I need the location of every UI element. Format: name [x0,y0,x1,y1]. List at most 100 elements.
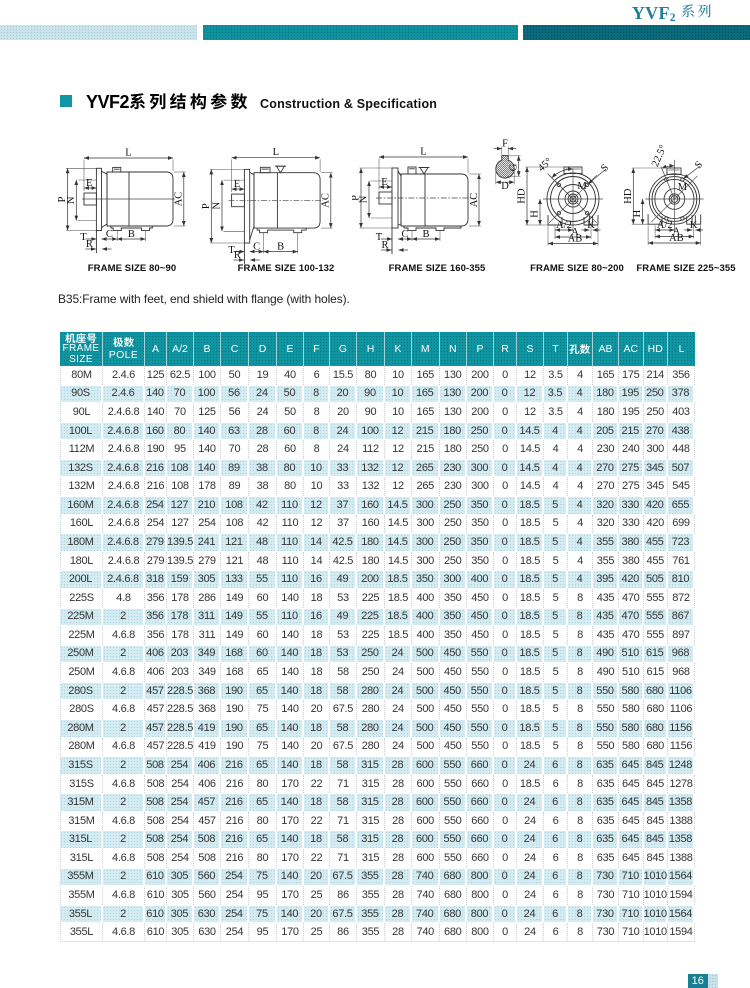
cell-value: 250 [439,496,467,515]
cell-value: 1358 [668,830,695,850]
cell-value: 1388 [668,849,695,868]
cell-value: 580 [619,700,644,719]
cell-value: 132 [357,477,385,497]
cell-value: 28 [249,440,277,459]
cell-value: 250 [357,644,385,664]
cell-value: 8 [568,681,593,701]
cell-value: 228.5 [167,718,194,738]
cell-value: 600 [412,756,440,775]
cell-frame-size: 315S [60,756,103,775]
cell-value: 12 [517,403,544,422]
cell-value: 867 [668,607,695,627]
cell-value: 305 [167,867,194,887]
cell-frame-size: 355M [60,867,103,887]
cell-value: 80 [277,458,304,478]
cell-value: 400 [467,570,494,589]
cell-value: 455 [643,551,668,571]
cell-value: 240 [619,440,644,459]
cell-value: 18 [304,756,330,775]
col-header-L: L [668,332,695,366]
cell-value: 15.5 [330,366,357,385]
cell-value: 62.5 [167,366,194,385]
cell-pole: 2 [103,793,145,812]
cell-value: 200 [467,366,494,385]
cell-value: 680 [643,737,668,757]
cell-value: 3.5 [544,403,568,422]
cell-value: 24 [385,663,412,682]
cell-value: 0 [494,830,517,850]
cell-value: 368 [194,681,221,701]
cell-value: 355 [357,923,385,942]
cell-value: 550 [593,718,619,738]
table-row: 355M 4.6.8 610 305 560 254 95 170 25 86 355 28 740 68… [60,886,695,905]
cell-value: 1594 [668,886,695,905]
cell-value: 24 [385,700,412,719]
cell-value: 20 [304,700,330,719]
cell-value: 37 [330,496,357,515]
cell-value: 140 [145,403,167,422]
table-row: 315S 4.6.8 508 254 406 216 80 170 22 71 315 28 600 55… [60,774,695,794]
cell-value: 730 [593,867,619,887]
cell-value: 42 [249,514,277,534]
cell-value: 800 [467,904,494,924]
table-row: 315L 4.6.8 508 254 508 216 80 170 22 71 315 28 600 55… [60,849,695,868]
dim-label-A: A [673,227,681,238]
cell-value: 545 [668,477,695,497]
cell-value: 254 [167,849,194,868]
cell-frame-size: 112M [60,440,103,459]
cell-value: 56 [221,403,249,422]
cell-value: 215 [412,421,440,441]
cell-pole: 4.6.8 [103,849,145,868]
cell-value: 305 [167,923,194,942]
cell-value: 190 [221,700,249,719]
cell-value: 140 [277,904,304,924]
cell-value: 160 [357,514,385,534]
cell-value: 320 [593,496,619,515]
cell-value: 457 [145,700,167,719]
cell-value: 655 [668,496,695,515]
cell-value: 254 [145,496,167,515]
cell-pole: 2.4.6.8 [103,421,145,441]
cell-value: 18.5 [517,570,544,589]
cell-value: 355 [357,867,385,887]
cell-value: 180 [439,421,467,441]
cell-value: 67.5 [330,700,357,719]
cell-value: 450 [467,626,494,645]
cell-value: 435 [593,607,619,627]
cell-value: 18 [304,644,330,664]
cell-value: 730 [593,904,619,924]
cell-value: 133 [221,570,249,589]
cell-value: 18.5 [517,774,544,794]
cell-value: 0 [494,663,517,682]
cell-value: 12 [304,514,330,534]
figure-shaft-section: F G D [493,138,521,192]
cell-value: 108 [221,496,249,515]
cell-value: 14.5 [385,514,412,534]
cell-value: 14.5 [385,496,412,515]
cell-value: 270 [593,458,619,478]
cell-pole: 2.4.6 [103,384,145,404]
dim-label-C: C [253,242,260,253]
cell-value: 24 [517,886,544,905]
cell-value: 470 [619,588,644,608]
cell-value: 18 [304,718,330,738]
cell-pole: 4.6.8 [103,663,145,682]
cell-value: 710 [619,867,644,887]
cell-value: 170 [277,886,304,905]
figure-caption-side2: FRAME SIZE 100-132 [237,263,335,274]
table-row: 180L 2.4.6.8 279 139.5 279 121 48 110 14 42.5 180 1… [60,551,695,571]
table-row: 132S 2.4.6.8 216 108 140 89 38 80 10 33 132 12 265 23… [60,458,695,478]
cell-value: 0 [494,774,517,794]
dim-label-N: N [212,201,223,209]
cell-value: 1248 [668,756,695,775]
cell-value: 58 [330,830,357,850]
cell-value: 18.5 [517,644,544,664]
cell-value: 55 [249,570,277,589]
cell-value: 24 [517,904,544,924]
cell-value: 872 [668,588,695,608]
cell-value: 254 [167,774,194,794]
cell-value: 254 [221,904,249,924]
cell-value: 178 [194,477,221,497]
cell-pole: 4.6.8 [103,923,145,942]
cell-frame-size: 160M [60,496,103,515]
